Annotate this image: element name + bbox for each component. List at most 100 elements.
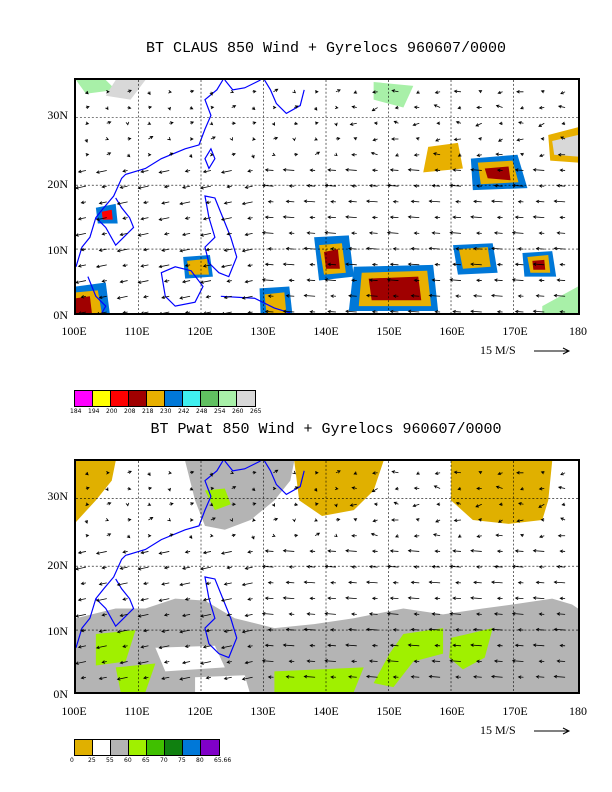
wind-arrow <box>264 215 274 219</box>
wind-arrow <box>517 247 524 251</box>
wind-arrow <box>313 488 318 492</box>
wind-arrow <box>244 279 253 284</box>
wind-arrow <box>517 675 524 679</box>
wind-arrow <box>97 311 107 313</box>
wind-arrow <box>189 470 195 475</box>
wind-arrow <box>282 168 295 172</box>
wind-arrow <box>416 90 420 94</box>
lon-label: 130E <box>250 324 276 338</box>
wind-arrow <box>345 168 357 172</box>
wind-arrow <box>559 262 566 267</box>
wind-arrow <box>349 503 357 507</box>
wind-arrow <box>553 293 566 298</box>
wind-arrow <box>95 217 107 221</box>
wind-arrow <box>222 311 232 313</box>
grid <box>76 461 578 692</box>
wind-arrow <box>179 629 191 634</box>
wind-arrow <box>431 659 441 663</box>
wind-arrow <box>538 231 545 235</box>
wind-arrow <box>294 152 299 157</box>
wind-arrow <box>184 644 191 648</box>
wind-arrow <box>84 519 88 524</box>
wind-arrow <box>470 596 482 600</box>
wind-arrow <box>538 184 545 188</box>
wind-arrow <box>288 184 295 188</box>
wind-arrow <box>241 201 253 206</box>
wind-arrow <box>476 153 482 157</box>
wind-arrow <box>431 231 441 235</box>
wind-arrow <box>511 611 524 616</box>
wind-arrow <box>292 89 296 94</box>
wind-arrow <box>161 676 170 681</box>
wind-arrow <box>410 627 420 632</box>
wind-arrow <box>101 279 107 283</box>
wind-arrow <box>261 278 274 282</box>
colorbar-swatch <box>93 391 111 406</box>
wind-arrow <box>188 535 193 539</box>
wind-arrow <box>452 643 461 648</box>
wind-arrow <box>490 199 503 204</box>
wind-arrow <box>335 518 341 522</box>
wind-arrow <box>351 533 357 538</box>
wind-arrow <box>101 232 107 236</box>
wind-arrow <box>78 311 87 313</box>
wind-arrow <box>556 278 566 282</box>
wind-arrow <box>473 627 482 632</box>
wind-arrow <box>490 293 503 298</box>
wind-arrow <box>267 294 274 298</box>
wind-arrow <box>368 184 378 188</box>
wind-arrow <box>407 262 420 266</box>
wind-arrow <box>200 661 212 665</box>
wind-arrow <box>148 486 153 491</box>
wind-arrow <box>324 278 336 282</box>
wind-arrow <box>244 232 253 237</box>
wind-arrow <box>205 675 212 680</box>
colorbar-swatch <box>111 391 129 406</box>
wind-arrow <box>85 121 90 126</box>
wind-arrow <box>334 503 338 508</box>
wind-arrow <box>76 566 87 571</box>
wind-arrow <box>532 168 545 172</box>
wind-arrow <box>413 184 420 188</box>
wind-arrow <box>189 502 195 506</box>
wind-arrow <box>184 550 191 554</box>
wind-arrow <box>557 152 566 157</box>
wind-arrow <box>122 216 128 220</box>
wind-arrow <box>476 105 482 110</box>
wind-arrow <box>557 104 566 109</box>
wind-arrow <box>140 264 149 268</box>
wind-arrow <box>413 153 420 157</box>
wind-arrow <box>161 248 170 252</box>
wind-arrow <box>101 660 107 664</box>
lon-label: 160E <box>439 704 465 718</box>
colorbar-swatch <box>147 740 165 755</box>
panel1-title: BT CLAUS 850 Wind + Gyrelocs 960607/0000 <box>145 40 507 57</box>
wind-arrow <box>496 262 503 267</box>
wind-arrow <box>163 232 170 236</box>
wind-arrow <box>209 472 213 477</box>
wind-arrow <box>428 246 441 251</box>
colorbar-label: 260 <box>232 408 244 415</box>
wind-arrow <box>261 564 274 569</box>
wind-arrow <box>327 262 336 267</box>
wind-arrow <box>122 263 128 268</box>
wind-arrow <box>395 153 399 157</box>
wind-arrow <box>514 168 524 172</box>
colorbar-label: 242 <box>178 408 190 415</box>
wind-arrow <box>538 565 545 569</box>
wind-arrow <box>389 549 399 553</box>
wind-arrow <box>247 597 253 601</box>
wind-arrow <box>161 629 170 633</box>
wind-arrow <box>158 217 170 221</box>
wind-arrow <box>200 566 212 571</box>
wind-arrow <box>455 580 461 585</box>
wind-arrow <box>181 660 191 665</box>
wind-arrow <box>231 105 237 109</box>
wind-arrow <box>415 518 420 522</box>
wind-arrow <box>247 550 253 554</box>
wind-arrow <box>518 121 524 125</box>
wind-arrow <box>348 246 357 251</box>
wind-arrow <box>179 248 191 253</box>
wind-arrow <box>416 471 420 475</box>
wind-arrow <box>365 293 378 298</box>
